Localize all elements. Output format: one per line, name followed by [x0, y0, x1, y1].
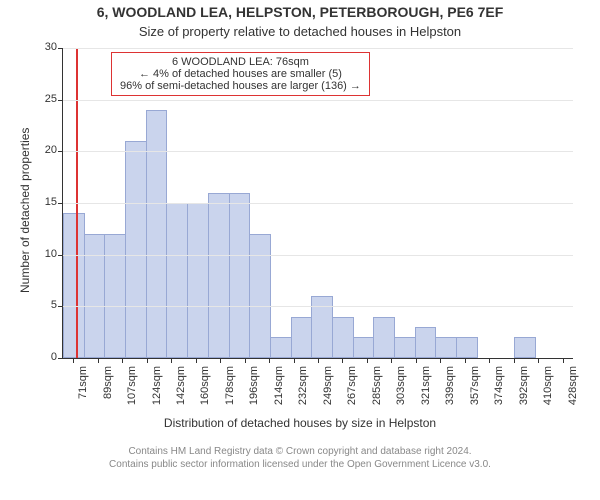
y-gridline: [63, 48, 573, 49]
x-tick-label: 410sqm: [542, 366, 554, 405]
y-tick-label: 0: [33, 351, 57, 363]
x-tick-mark: [342, 358, 343, 363]
histogram-bar: [84, 234, 106, 358]
histogram-bar: [166, 203, 188, 358]
histogram-bar: [63, 213, 85, 358]
histogram-bar: [373, 317, 395, 358]
x-tick-mark: [538, 358, 539, 363]
x-tick-label: 428sqm: [567, 366, 579, 405]
x-tick-label: 267sqm: [346, 366, 358, 405]
x-tick-mark: [245, 358, 246, 363]
histogram-bar: [456, 337, 478, 358]
y-axis-label: Number of detached properties: [18, 128, 32, 293]
y-tick-label: 30: [33, 41, 57, 53]
y-tick-label: 25: [33, 93, 57, 105]
y-gridline: [63, 306, 573, 307]
histogram-bar: [353, 337, 375, 358]
x-tick-label: 303sqm: [395, 366, 407, 405]
x-tick-mark: [489, 358, 490, 363]
x-tick-mark: [563, 358, 564, 363]
x-tick-label: 214sqm: [273, 366, 285, 405]
footer-line2: Contains public sector information licen…: [0, 459, 600, 472]
y-gridline: [63, 100, 573, 101]
histogram-bar: [208, 193, 230, 358]
y-tick-mark: [58, 306, 63, 307]
x-axis-label: Distribution of detached houses by size …: [0, 416, 600, 430]
x-tick-mark: [318, 358, 319, 363]
x-tick-label: 357sqm: [469, 366, 481, 405]
y-tick-mark: [58, 100, 63, 101]
histogram-bar: [125, 141, 147, 358]
x-tick-label: 374sqm: [493, 366, 505, 405]
x-tick-label: 142sqm: [175, 366, 187, 405]
x-tick-label: 392sqm: [518, 366, 530, 405]
x-tick-label: 107sqm: [126, 366, 138, 405]
y-tick-label: 5: [33, 299, 57, 311]
histogram-bar: [270, 337, 292, 358]
x-tick-label: 196sqm: [249, 366, 261, 405]
histogram-bar: [311, 296, 333, 358]
y-gridline: [63, 151, 573, 152]
x-tick-label: 249sqm: [322, 366, 334, 405]
y-tick-mark: [58, 255, 63, 256]
x-tick-label: 321sqm: [420, 366, 432, 405]
x-tick-label: 124sqm: [151, 366, 163, 405]
histogram-bar: [514, 337, 536, 358]
histogram-bar: [394, 337, 416, 358]
annotation-line2: ← 4% of detached houses are smaller (5): [120, 68, 361, 80]
x-tick-mark: [147, 358, 148, 363]
x-tick-mark: [465, 358, 466, 363]
annotation-line1: 6 WOODLAND LEA: 76sqm: [120, 56, 361, 68]
y-gridline: [63, 255, 573, 256]
histogram-bar: [146, 110, 168, 358]
x-tick-label: 160sqm: [200, 366, 212, 405]
x-tick-label: 339sqm: [444, 366, 456, 405]
x-tick-label: 71sqm: [77, 366, 89, 399]
chart-title: 6, WOODLAND LEA, HELPSTON, PETERBOROUGH,…: [0, 4, 600, 20]
histogram-bar: [332, 317, 354, 358]
plot-area: 6 WOODLAND LEA: 76sqm ← 4% of detached h…: [62, 48, 573, 359]
x-tick-mark: [269, 358, 270, 363]
histogram-bar: [415, 327, 437, 358]
y-tick-mark: [58, 48, 63, 49]
x-tick-mark: [367, 358, 368, 363]
y-tick-mark: [58, 358, 63, 359]
x-tick-mark: [220, 358, 221, 363]
x-tick-mark: [73, 358, 74, 363]
x-tick-mark: [391, 358, 392, 363]
footer-attribution: Contains HM Land Registry data © Crown c…: [0, 446, 600, 471]
x-tick-mark: [122, 358, 123, 363]
histogram-bar: [249, 234, 271, 358]
y-tick-label: 20: [33, 144, 57, 156]
footer-line1: Contains HM Land Registry data © Crown c…: [0, 446, 600, 459]
x-tick-label: 178sqm: [224, 366, 236, 405]
y-gridline: [63, 203, 573, 204]
histogram-bar: [291, 317, 313, 358]
x-tick-label: 89sqm: [102, 366, 114, 399]
x-tick-mark: [171, 358, 172, 363]
annotation-line3: 96% of semi-detached houses are larger (…: [120, 80, 361, 92]
x-tick-label: 232sqm: [298, 366, 310, 405]
chart-container: 6, WOODLAND LEA, HELPSTON, PETERBOROUGH,…: [0, 0, 600, 500]
annotation-box: 6 WOODLAND LEA: 76sqm ← 4% of detached h…: [111, 52, 370, 96]
x-tick-mark: [440, 358, 441, 363]
x-tick-mark: [98, 358, 99, 363]
y-tick-mark: [58, 203, 63, 204]
y-tick-mark: [58, 151, 63, 152]
histogram-bar: [187, 203, 209, 358]
x-tick-mark: [416, 358, 417, 363]
chart-subtitle: Size of property relative to detached ho…: [0, 24, 600, 39]
histogram-bar: [229, 193, 251, 358]
histogram-bar: [104, 234, 126, 358]
x-tick-mark: [196, 358, 197, 363]
x-tick-mark: [514, 358, 515, 363]
y-tick-label: 10: [33, 248, 57, 260]
histogram-bar: [435, 337, 457, 358]
y-tick-label: 15: [33, 196, 57, 208]
x-tick-label: 285sqm: [371, 366, 383, 405]
x-tick-mark: [294, 358, 295, 363]
